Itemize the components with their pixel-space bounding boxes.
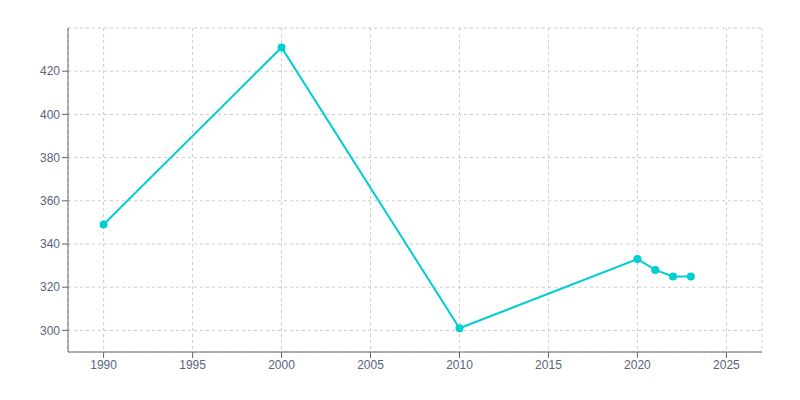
svg-text:1995: 1995 (179, 358, 206, 372)
svg-text:320: 320 (40, 280, 60, 294)
svg-text:2005: 2005 (357, 358, 384, 372)
svg-text:420: 420 (40, 64, 60, 78)
svg-text:300: 300 (40, 324, 60, 338)
svg-text:2015: 2015 (535, 358, 562, 372)
svg-text:2010: 2010 (446, 358, 473, 372)
svg-text:2025: 2025 (713, 358, 740, 372)
svg-text:1990: 1990 (90, 358, 117, 372)
svg-text:340: 340 (40, 237, 60, 251)
svg-text:2000: 2000 (268, 358, 295, 372)
svg-text:400: 400 (40, 108, 60, 122)
svg-text:380: 380 (40, 151, 60, 165)
svg-text:2020: 2020 (624, 358, 651, 372)
svg-text:360: 360 (40, 194, 60, 208)
